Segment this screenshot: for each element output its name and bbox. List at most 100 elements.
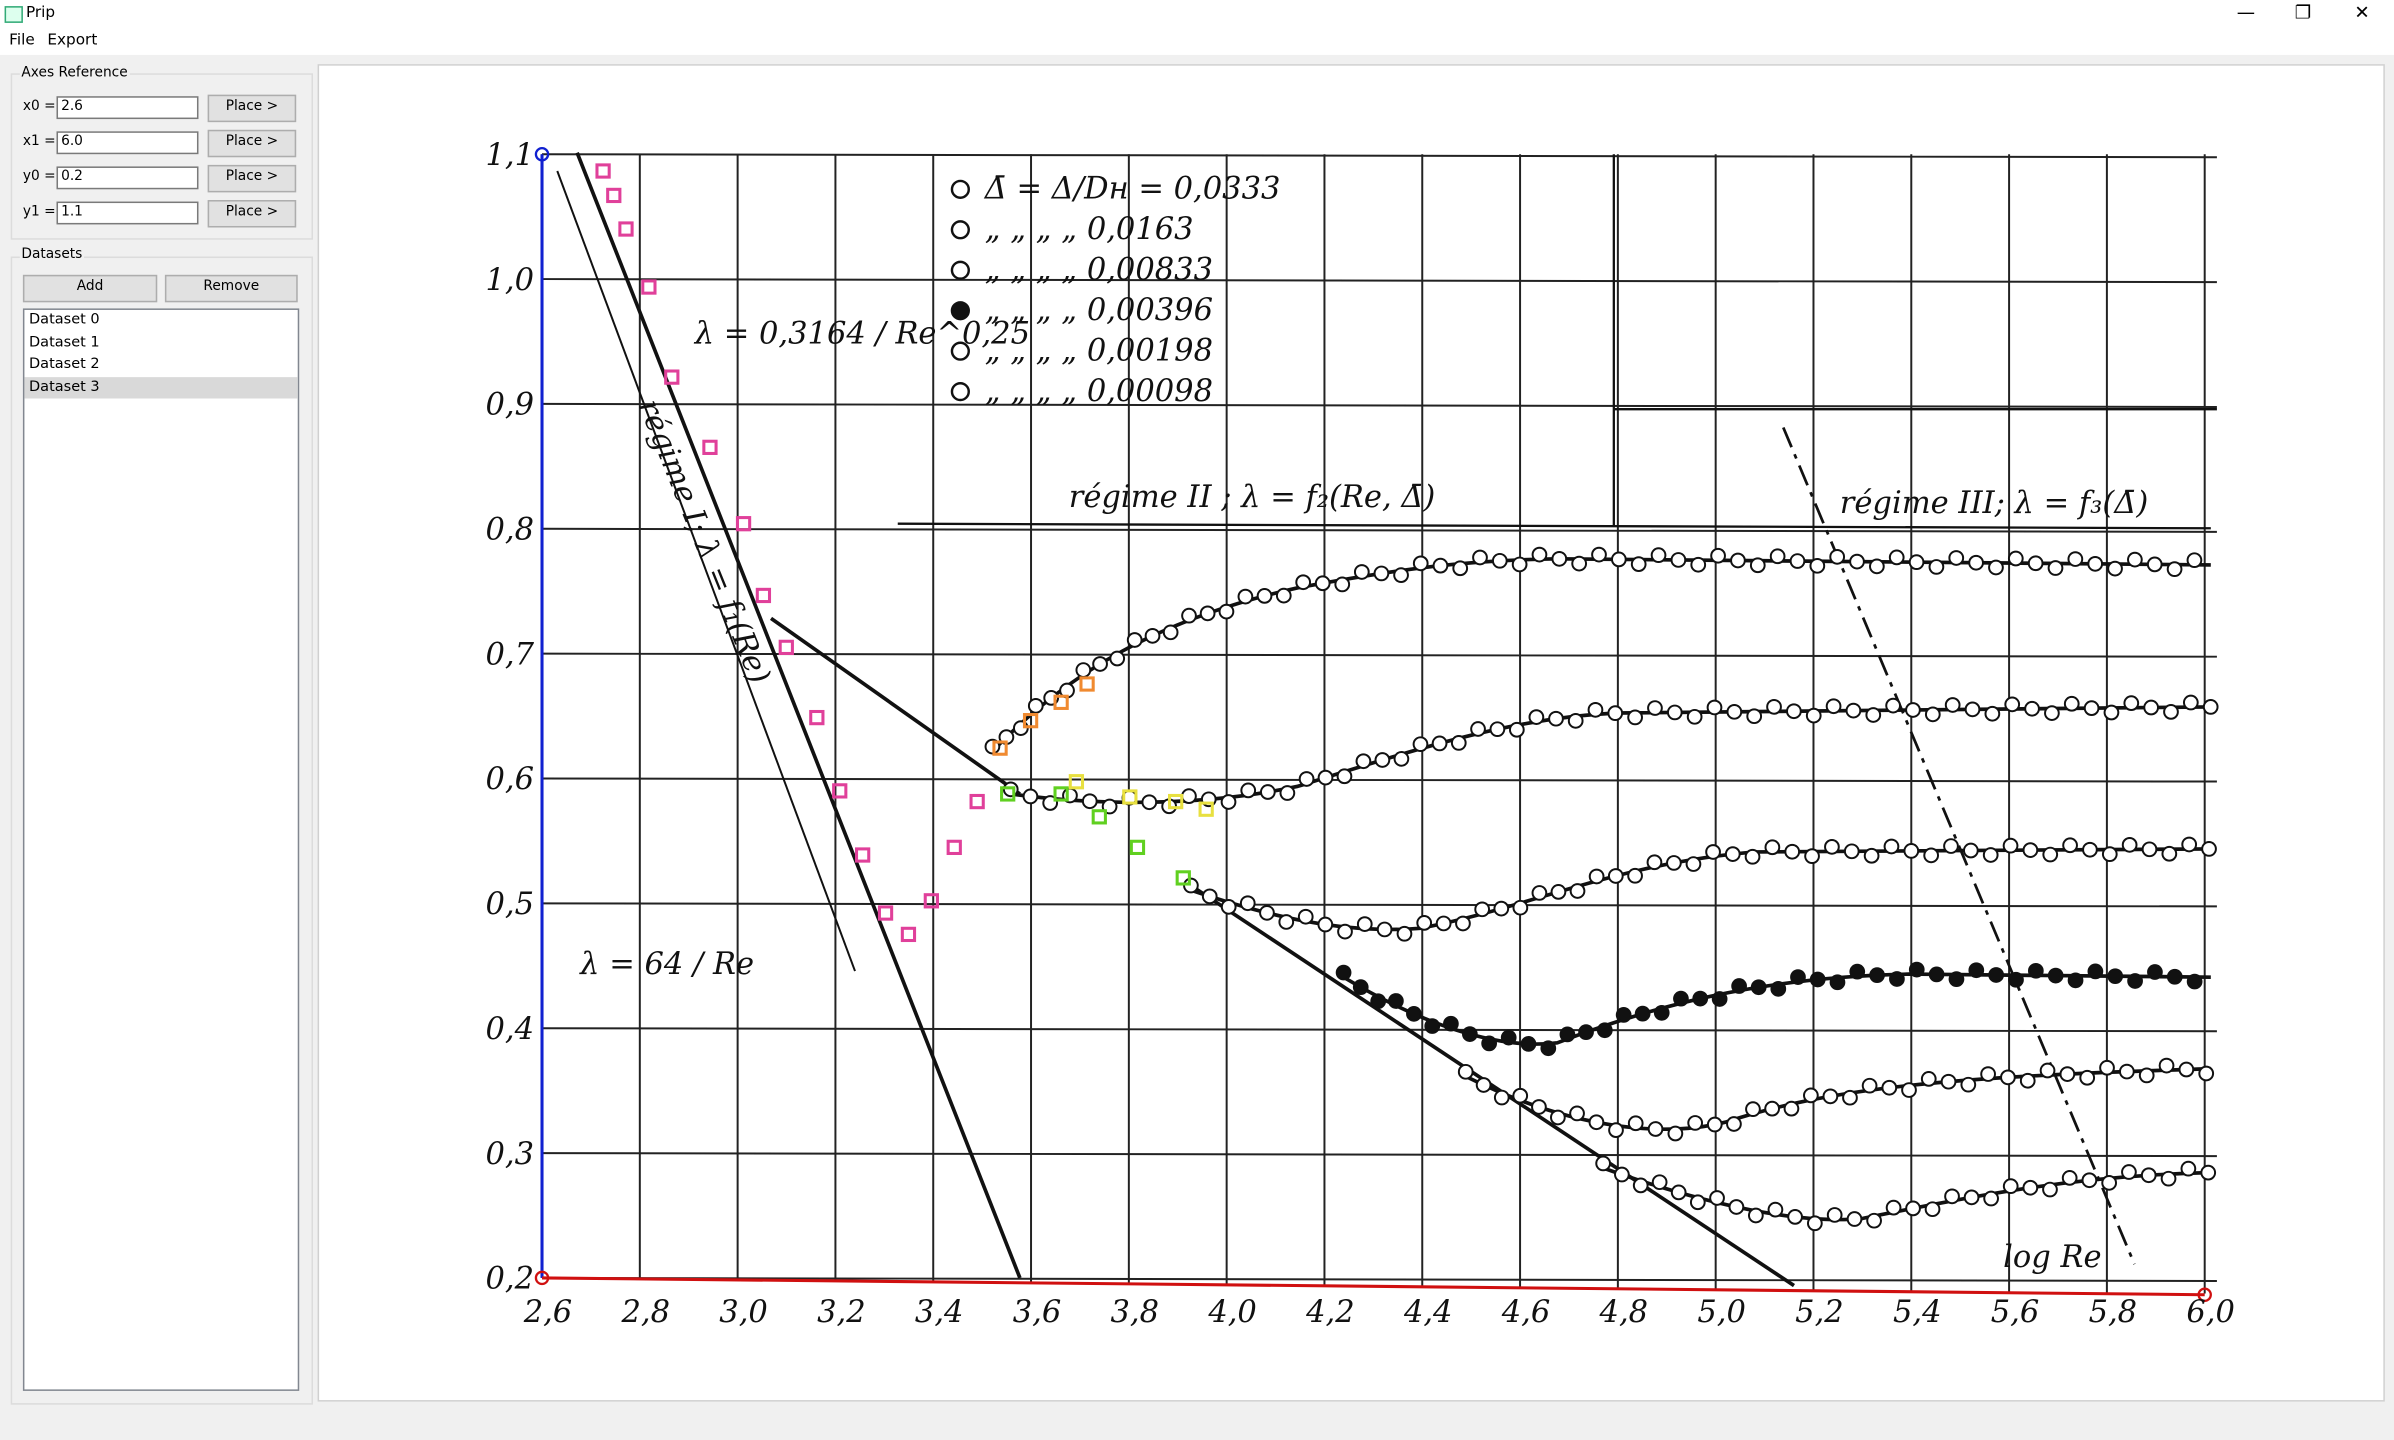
scan-point — [1511, 556, 1528, 573]
scan-point — [1964, 701, 1981, 718]
scan-point — [2180, 1160, 2197, 1177]
digitized-point — [1000, 786, 1016, 802]
legend-symbol — [950, 260, 970, 280]
place-button[interactable]: Place > — [207, 129, 297, 158]
scan-point — [2039, 1062, 2056, 1079]
scan-point — [1500, 1029, 1517, 1046]
scan-point — [1491, 552, 1508, 569]
scan-point — [1829, 974, 1846, 991]
dataset-item[interactable]: Dataset 2 — [29, 355, 100, 373]
close-button[interactable]: ✕ — [2354, 1, 2370, 23]
x1-marker[interactable] — [2197, 1287, 2212, 1302]
scan-point — [2024, 700, 2040, 717]
scan-point — [1726, 1116, 1742, 1132]
minimize-button[interactable]: — — [2236, 1, 2256, 23]
x-tick-label: 5,0 — [1697, 1295, 1746, 1330]
scan-point — [1948, 971, 1965, 988]
curve-00833 — [1190, 847, 2211, 932]
remove-button[interactable]: Remove — [164, 274, 298, 303]
scan-point — [1849, 963, 1866, 980]
scan-point — [1295, 574, 1312, 591]
scan-point — [2004, 696, 2021, 713]
legend-text: „ „ „ „ 0,0163 — [985, 212, 1194, 247]
digitized-point — [595, 163, 611, 179]
field-label: x0 = — [22, 99, 56, 115]
menu-export[interactable]: Export — [47, 32, 98, 49]
dataset-item[interactable]: Dataset 1 — [29, 333, 100, 351]
scan-point — [1393, 751, 1410, 767]
dataset-item[interactable]: Dataset 3 — [24, 376, 298, 399]
scan-point — [1948, 550, 1965, 566]
x-tick-label: 4,0 — [1207, 1295, 1257, 1330]
scan-point — [1746, 708, 1763, 725]
scan-point — [1237, 588, 1254, 605]
scan-point — [2082, 841, 2098, 858]
x-tick-label: 3,6 — [1013, 1295, 1062, 1330]
laminar-line — [575, 152, 1022, 1279]
scan-point — [2022, 1179, 2039, 1196]
maximize-button[interactable]: ❐ — [2294, 1, 2312, 23]
scan-point — [1789, 553, 1806, 569]
scan-point — [1493, 900, 1510, 917]
field-input[interactable]: 2.6 — [56, 96, 199, 120]
dataset-item[interactable]: Dataset 0 — [29, 311, 100, 329]
scan-point — [1578, 1024, 1594, 1041]
y1-marker[interactable] — [534, 146, 550, 162]
scan-point — [1706, 699, 1723, 716]
scan-point — [1984, 705, 2001, 722]
scan-point — [1924, 706, 1941, 723]
grid-line — [542, 902, 2217, 908]
add-button[interactable]: Add — [22, 274, 158, 303]
origin-marker[interactable] — [534, 1270, 550, 1286]
digitized-point — [1079, 676, 1095, 692]
scan-point — [1512, 899, 1529, 916]
scan-point — [1767, 1201, 1784, 1218]
scan-point — [2178, 1061, 2195, 1078]
grid-line — [542, 1152, 2217, 1158]
place-button[interactable]: Place > — [207, 164, 297, 193]
scan-point — [1370, 993, 1387, 1010]
field-label: y1 = — [22, 204, 56, 220]
x-tick-label: 2,6 — [523, 1295, 573, 1330]
menu-file[interactable]: File — [9, 32, 35, 49]
scan-point — [1826, 1207, 1843, 1223]
annotation-laminar: λ = 64 / Re — [579, 947, 754, 982]
digitized-point — [778, 639, 794, 655]
scan-point — [1181, 788, 1197, 805]
field-label: y0 = — [22, 169, 56, 185]
digitized-point — [641, 279, 657, 295]
place-button[interactable]: Place > — [207, 94, 297, 123]
scan-point — [1803, 1087, 1819, 1104]
scan-point — [2063, 695, 2080, 712]
title-bar: Prip — ❐ ✕ — [0, 0, 2394, 30]
scan-point — [1869, 558, 1885, 575]
scan-point — [1845, 702, 1862, 719]
scan-point — [1548, 710, 1564, 727]
scan-point — [1822, 1088, 1839, 1105]
scan-point — [2062, 837, 2078, 854]
scan-point — [1278, 914, 1295, 930]
field-input[interactable]: 1.1 — [56, 201, 199, 225]
digitized-point — [809, 709, 825, 726]
digitized-point — [1198, 801, 1214, 817]
field-input[interactable]: 0.2 — [56, 166, 199, 190]
scan-point — [1883, 838, 1900, 855]
digitized-point — [664, 369, 680, 385]
scan-point — [1869, 967, 1885, 983]
place-button[interactable]: Place > — [207, 200, 297, 228]
scan-point — [2166, 968, 2183, 985]
scan-point — [1943, 838, 1959, 854]
legend-symbol — [950, 301, 970, 321]
grid-line — [542, 1027, 2217, 1033]
scan-point — [1666, 704, 1683, 721]
scan-point — [1481, 1035, 1498, 1052]
scan-point — [1627, 709, 1643, 726]
regime-arrow — [897, 522, 2211, 530]
scan-point — [1731, 978, 1747, 994]
scan-point — [1022, 788, 1039, 805]
scan-point — [1298, 771, 1315, 787]
field-input[interactable]: 6.0 — [56, 131, 199, 155]
x-tick-label: 4,6 — [1501, 1295, 1551, 1330]
x-reference-axis — [541, 1276, 2205, 1297]
scan-point — [1647, 1121, 1664, 1137]
